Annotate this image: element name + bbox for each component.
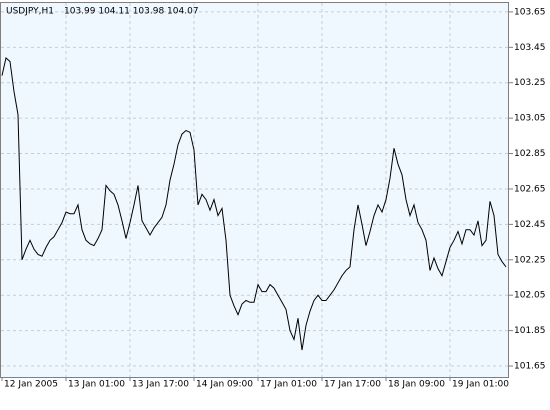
y-tick-label: 103.05 [514,114,546,124]
x-tick-label: 17 Jan 17:00 [324,380,381,390]
chart-title: USDJPY,H1 [6,7,54,17]
y-tick-label: 102.25 [514,255,546,265]
y-tick-label: 101.85 [514,326,546,336]
x-tick-label: 12 Jan 2005 [4,380,58,390]
x-tick-label: 18 Jan 09:00 [388,380,445,390]
y-tick-label: 103.25 [514,78,546,88]
price-line [1,57,507,351]
x-tick-label: 13 Jan 01:00 [68,380,125,390]
y-tick-label: 102.05 [514,291,546,301]
chart-quote: 103.99 104.11 103.98 104.07 [64,7,199,17]
y-tick-label: 103.65 [514,7,546,17]
plot-area [0,2,509,378]
y-tick-label: 103.45 [514,43,546,53]
x-tick-label: 19 Jan 01:00 [452,380,509,390]
y-tick-label: 102.85 [514,149,546,159]
x-tick-label: 14 Jan 09:00 [196,380,253,390]
x-tick-label: 17 Jan 01:00 [260,380,317,390]
x-tick-label: 13 Jan 17:00 [132,380,189,390]
y-tick-label: 102.45 [514,220,546,230]
y-tick-label: 101.65 [514,362,546,372]
y-tick-label: 102.65 [514,184,546,194]
